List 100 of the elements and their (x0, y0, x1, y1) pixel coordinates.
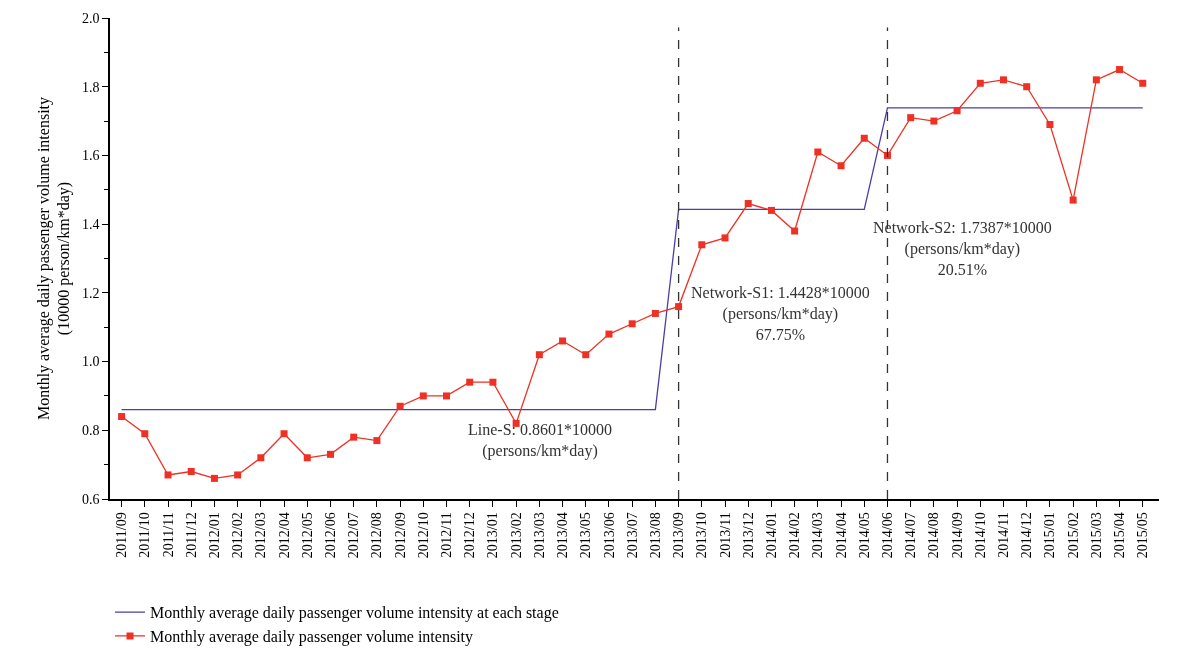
point (350, 433, 358, 441)
x-tick-label: 2015/01 (1042, 512, 1058, 559)
point (187, 468, 195, 476)
point (280, 430, 288, 438)
annotation: Network-S2: 1.7387*10000 (persons/km*day) 20.51% (873, 219, 1052, 278)
point (1069, 196, 1077, 204)
x-tick-label: 2011/11 (160, 512, 176, 558)
x-tick-label: 2013/06 (601, 512, 617, 559)
point (907, 114, 915, 122)
x-tick-label: 2014/08 (926, 512, 942, 559)
x-tick-label: 2012/08 (369, 512, 385, 559)
y-tick-label: 1.6 (81, 148, 100, 164)
x-tick-label: 2013/03 (531, 512, 547, 559)
point (860, 134, 868, 142)
x-tick-label: 2012/09 (392, 512, 408, 559)
point (326, 450, 334, 458)
point (791, 227, 799, 235)
x-tick-label: 2014/10 (972, 512, 988, 559)
point (628, 320, 636, 328)
point (443, 392, 451, 400)
point (698, 241, 706, 249)
x-tick-label: 2014/06 (880, 512, 896, 559)
x-tick-label: 2012/03 (253, 512, 269, 559)
x-tick-label: 2013/12 (740, 512, 756, 559)
x-tick-label: 2014/04 (833, 512, 849, 559)
x-tick-label: 2012/05 (299, 512, 315, 559)
x-tick-label: 2013/04 (555, 512, 571, 559)
point (419, 392, 427, 400)
point (1139, 79, 1147, 87)
point (396, 402, 404, 410)
point (210, 474, 218, 482)
point (141, 430, 149, 438)
x-tick-label: 2013/05 (578, 512, 594, 559)
x-tick-label: 2012/01 (206, 512, 222, 559)
annotation: Line-S: 0.8601*10000 (persons/km*day) (468, 421, 612, 460)
x-tick-label: 2013/10 (694, 512, 710, 559)
x-tick-label: 2013/01 (485, 512, 501, 559)
y-tick-label: 2.0 (81, 10, 100, 26)
point (675, 303, 683, 311)
x-tick-label: 2014/12 (1019, 512, 1035, 559)
legend-label: Monthly average daily passenger volume intensity at each stage (150, 604, 559, 623)
point (744, 200, 752, 208)
point (605, 330, 613, 338)
x-tick-label: 2013/09 (671, 512, 687, 559)
point (535, 351, 543, 359)
point (118, 413, 126, 421)
annotation: Network-S1: 1.4428*10000 (persons/km*day) 67.75% (691, 284, 870, 343)
x-tick-label: 2011/12 (183, 512, 199, 558)
x-tick-label: 2012/10 (415, 512, 431, 559)
point (234, 471, 242, 479)
point (1046, 121, 1054, 129)
y-tick-label: 0.6 (81, 491, 100, 507)
point (373, 437, 381, 445)
x-tick-label: 2013/07 (624, 512, 640, 559)
y-tick-label: 0.8 (81, 423, 100, 439)
point (489, 378, 497, 386)
x-tick-label: 2012/06 (323, 512, 339, 559)
x-tick-label: 2013/08 (647, 512, 663, 559)
x-tick-label: 2014/05 (856, 512, 872, 559)
y-tick-label: 1.4 (81, 217, 100, 233)
point (559, 337, 567, 345)
x-tick-label: 2015/03 (1088, 512, 1104, 559)
point (651, 309, 659, 317)
x-tick-label: 2014/02 (787, 512, 803, 559)
x-tick-label: 2013/02 (508, 512, 524, 559)
x-tick-label: 2013/11 (717, 512, 733, 558)
point (582, 351, 590, 359)
point (466, 378, 474, 386)
x-tick-label: 2012/07 (346, 512, 362, 559)
x-tick-label: 2015/02 (1065, 512, 1081, 559)
x-tick-label: 2014/09 (949, 512, 965, 559)
x-tick-label: 2014/01 (763, 512, 779, 559)
point (930, 117, 938, 125)
point (303, 454, 311, 462)
point (257, 454, 265, 462)
point (837, 162, 845, 170)
point (1116, 66, 1124, 74)
point (953, 107, 961, 115)
x-tick-label: 2015/04 (1112, 512, 1128, 559)
x-tick-label: 2012/12 (462, 512, 478, 559)
y-tick-label: 1.8 (81, 79, 100, 95)
point (1023, 83, 1031, 91)
x-tick-label: 2011/09 (114, 512, 130, 558)
point (721, 234, 729, 242)
legend-label: Monthly average daily passenger volume intensity (150, 628, 474, 647)
point (767, 206, 775, 214)
point (164, 471, 172, 479)
y-tick-label: 1.0 (81, 354, 100, 370)
point (814, 148, 822, 156)
x-tick-label: 2014/03 (810, 512, 826, 559)
point (976, 79, 984, 87)
x-tick-label: 2012/02 (230, 512, 246, 559)
x-tick-label: 2011/10 (137, 512, 153, 558)
x-tick-label: 2012/04 (276, 512, 292, 559)
x-tick-label: 2014/11 (996, 512, 1012, 558)
x-tick-label: 2015/05 (1135, 512, 1151, 559)
point (1092, 76, 1100, 84)
x-tick-label: 2012/11 (439, 512, 455, 558)
x-tick-label: 2014/07 (903, 512, 919, 559)
y-axis-title: Monthly average daily passenger volume intensity (10000 person/km*day) (34, 96, 74, 421)
